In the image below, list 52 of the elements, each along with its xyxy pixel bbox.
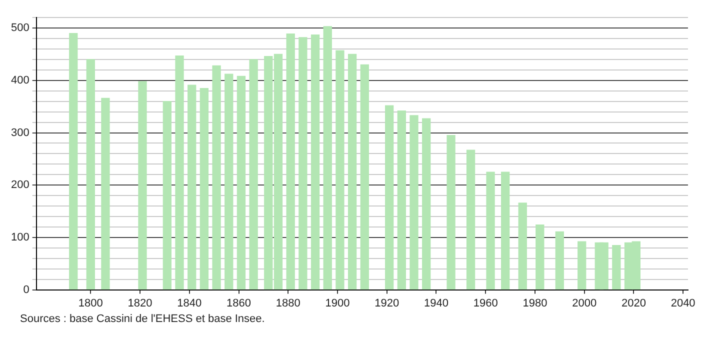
x-tick-label: 1860 [226,297,251,310]
bar [578,241,586,290]
bar [175,55,184,290]
bar [466,150,476,290]
bar [360,64,369,290]
bar [249,59,258,290]
x-tick-label: 2020 [621,297,646,310]
x-tick-label: 2040 [670,297,696,310]
bar [410,115,418,290]
bar [612,244,621,290]
x-tick-label: 1920 [374,297,400,310]
bar [323,26,332,290]
x-tick-label: 1840 [177,297,202,310]
bar [224,74,234,290]
x-tick-label: 1940 [424,297,448,310]
y-tick-label: 0 [23,284,30,296]
x-tick-label: 1980 [522,297,548,310]
bar [286,34,295,290]
bar [86,59,95,290]
x-tick-label: 1820 [128,297,152,310]
y-tick-label: 200 [10,179,30,192]
x-tick-label: 1960 [473,297,498,310]
bar [200,88,209,290]
source-note: Sources : base Cassini de l'EHESS et base Insee. [20,313,266,325]
bar [422,118,431,290]
bar [555,231,564,290]
bar [385,105,394,290]
y-tick-label: 300 [10,126,30,139]
y-tick-label: 500 [10,22,30,34]
bar [236,76,246,290]
bar [536,224,544,290]
y-tick-label: 400 [10,74,30,86]
bar [501,172,510,290]
bar [298,37,308,290]
bar [162,101,172,290]
bar [138,81,147,290]
bar [486,172,495,290]
x-tick-label: 2000 [572,297,597,310]
y-tick-label: 100 [10,231,30,244]
bar [310,34,320,290]
bar [336,50,344,290]
bar [188,84,196,290]
bar [212,65,221,290]
bar [101,98,110,290]
bar [518,202,527,290]
bar [69,32,78,290]
x-tick-label: 1800 [78,297,103,310]
bar [348,54,357,290]
x-tick-label: 1900 [325,297,350,310]
bar [446,135,456,290]
x-tick-label: 1880 [276,297,300,310]
bar [397,110,406,290]
